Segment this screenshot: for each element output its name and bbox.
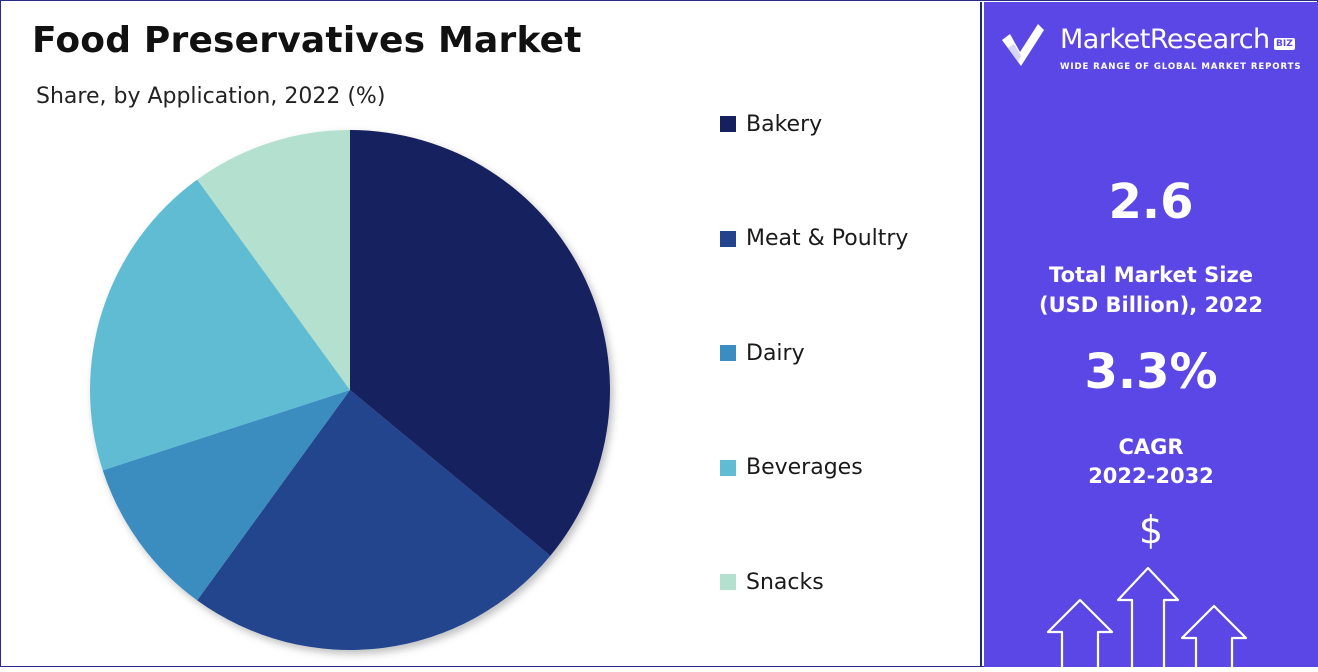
- pie-slice-beverages: [90, 179, 351, 471]
- cagr-label-line1: CAGR: [1118, 435, 1184, 459]
- brand-badge: BIZ: [1274, 38, 1295, 50]
- checkmark-logo-icon: [1002, 24, 1044, 66]
- pie-slice-dairy: [102, 390, 350, 601]
- pie-slice-meat-poultry: [197, 390, 551, 650]
- market-size-label-line1: Total Market Size: [1049, 263, 1253, 287]
- legend-item-beverages: Beverages: [720, 448, 863, 488]
- legend-label-bakery: Bakery: [746, 111, 823, 137]
- legend-item-bakery: Bakery: [720, 104, 822, 144]
- legend-item-snacks: Snacks: [720, 562, 824, 602]
- legend-label-snacks: Snacks: [746, 569, 824, 595]
- brand-tagline: WIDE RANGE OF GLOBAL MARKET REPORTS: [1060, 62, 1302, 72]
- legend-label-meat-poultry: Meat & Poultry: [746, 226, 909, 251]
- market-size-value: 2.6: [1108, 174, 1194, 230]
- chart-subtitle: Share, by Application, 2022 (%): [36, 84, 386, 109]
- cagr-value: 3.3%: [1084, 344, 1218, 400]
- legend-swatch-snacks: [720, 574, 736, 590]
- pie-chart: [90, 130, 610, 650]
- legend-swatch-beverages: [720, 459, 736, 476]
- legend-swatch-bakery: [720, 116, 736, 132]
- legend-item-dairy: Dairy: [720, 333, 805, 373]
- market-size-label-line2: (USD Billion), 2022: [1038, 293, 1264, 317]
- brand-logo[interactable]: MarketResearch BIZ WIDE RANGE OF GLOBAL …: [998, 20, 1314, 80]
- pie-slice-snacks: [197, 130, 350, 390]
- legend-item-meat-poultry: Meat & Poultry: [720, 219, 908, 259]
- brand-name: MarketResearch: [1060, 24, 1270, 55]
- legend-label-dairy: Dairy: [746, 340, 805, 366]
- chart-title: Food Preservatives Market: [32, 20, 582, 61]
- upward-arrows-icon: [1046, 566, 1248, 672]
- summary-panel: MarketResearch BIZ WIDE RANGE OF GLOBAL …: [984, 2, 1318, 672]
- dollar-icon: $: [1138, 508, 1164, 552]
- pie-slice-bakery: [350, 130, 610, 556]
- legend-swatch-meat-poultry: [720, 230, 736, 247]
- cagr-label-line2: 2022-2032: [1088, 464, 1214, 488]
- chart-panel: Food Preservatives Market Share, by Appl…: [2, 2, 982, 666]
- legend-label-beverages: Beverages: [746, 455, 863, 480]
- legend-swatch-dairy: [720, 345, 736, 361]
